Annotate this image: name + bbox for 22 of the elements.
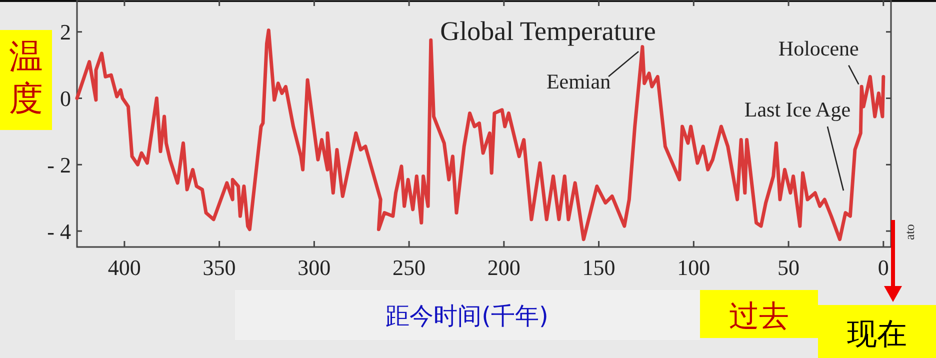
x-tick-label: 350 bbox=[202, 255, 236, 280]
text: ato bbox=[902, 224, 917, 240]
y-tick-label: 0 bbox=[60, 86, 71, 111]
x-tick-label: 400 bbox=[108, 255, 141, 280]
y-axis-title: 温度 bbox=[9, 37, 43, 119]
x-tick-label: 150 bbox=[582, 255, 616, 280]
y-tick-label: - 2 bbox=[47, 152, 71, 178]
annotation: Holocene bbox=[778, 36, 859, 60]
x-tick-label: 250 bbox=[392, 255, 426, 280]
x-tick-label: 100 bbox=[677, 255, 710, 280]
x-tick-label: 0 bbox=[878, 255, 889, 280]
x-tick-label: 300 bbox=[298, 255, 331, 280]
annotation: Eemian bbox=[546, 69, 612, 94]
annotation: Last Ice Age bbox=[744, 98, 851, 122]
x-axis-title: 距今时间(千年) bbox=[386, 302, 548, 330]
text: 现在 bbox=[847, 317, 907, 352]
y-tick-label: 2 bbox=[60, 20, 71, 45]
text: Global Temperature bbox=[440, 16, 656, 46]
x-tick-label: 200 bbox=[487, 255, 520, 280]
y-tick-label: - 4 bbox=[47, 218, 71, 244]
text: 过去 bbox=[729, 299, 789, 334]
x-tick-label: 50 bbox=[778, 255, 800, 280]
